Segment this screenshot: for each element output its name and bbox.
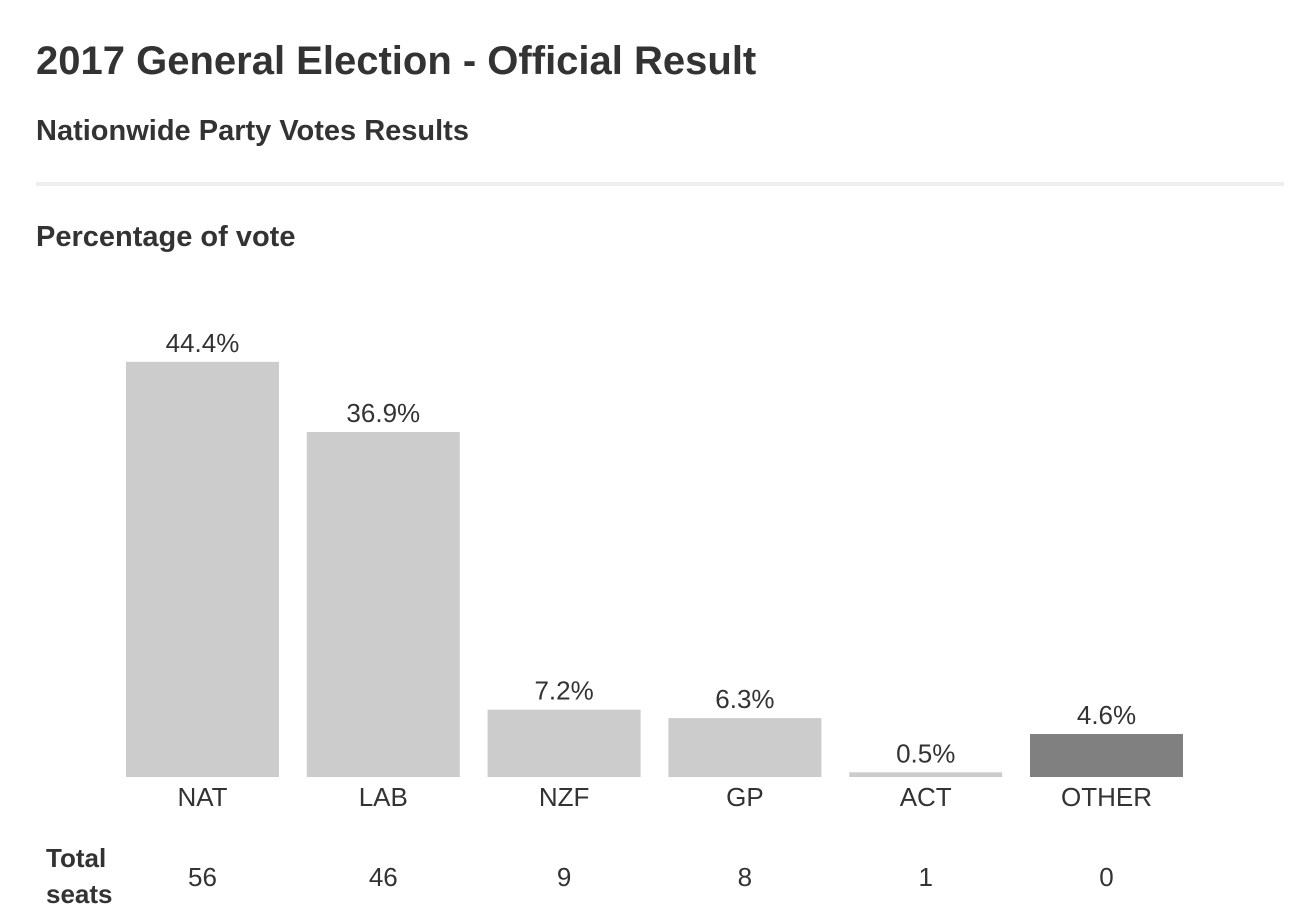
bar-gp <box>668 718 822 777</box>
value-label-gp: 6.3% <box>715 684 774 714</box>
seat-value-lab: 46 <box>369 862 398 892</box>
value-labels-layer: 44.4% 36.9% 7.2% 6.3% 0.5% 4.6% <box>166 328 1137 768</box>
page-subtitle: Nationwide Party Votes Results <box>36 115 469 147</box>
category-labels-layer: NAT LAB NZF GP ACT OTHER <box>177 782 1152 812</box>
bar-nat <box>126 361 279 777</box>
bar-nzf <box>487 709 641 777</box>
seat-values-layer: 56 46 9 8 1 0 <box>188 862 1114 892</box>
seat-value-gp: 8 <box>738 862 752 892</box>
page-title: 2017 General Election - Official Result <box>36 39 757 83</box>
category-label-nzf: NZF <box>539 782 590 812</box>
category-label-other: OTHER <box>1061 782 1152 812</box>
category-label-lab: LAB <box>359 782 408 812</box>
bar-lab <box>306 431 460 777</box>
value-label-nat: 44.4% <box>166 328 240 358</box>
chart-title: Percentage of vote <box>36 221 296 253</box>
seat-value-other: 0 <box>1099 862 1113 892</box>
value-label-lab: 36.9% <box>346 398 420 428</box>
bar-act <box>849 772 1003 777</box>
bar-other <box>1030 733 1183 777</box>
seat-value-act: 1 <box>918 862 932 892</box>
seat-value-nzf: 9 <box>557 862 571 892</box>
total-seats-label: Total seats <box>46 843 113 909</box>
seat-value-nat: 56 <box>188 862 217 892</box>
category-label-act: ACT <box>900 782 952 812</box>
divider <box>36 182 1284 186</box>
value-label-nzf: 7.2% <box>534 676 593 706</box>
value-label-act: 0.5% <box>896 738 955 768</box>
category-label-nat: NAT <box>177 782 227 812</box>
value-label-other: 4.6% <box>1077 700 1136 730</box>
bars-layer <box>126 361 1183 777</box>
category-label-gp: GP <box>726 782 764 812</box>
